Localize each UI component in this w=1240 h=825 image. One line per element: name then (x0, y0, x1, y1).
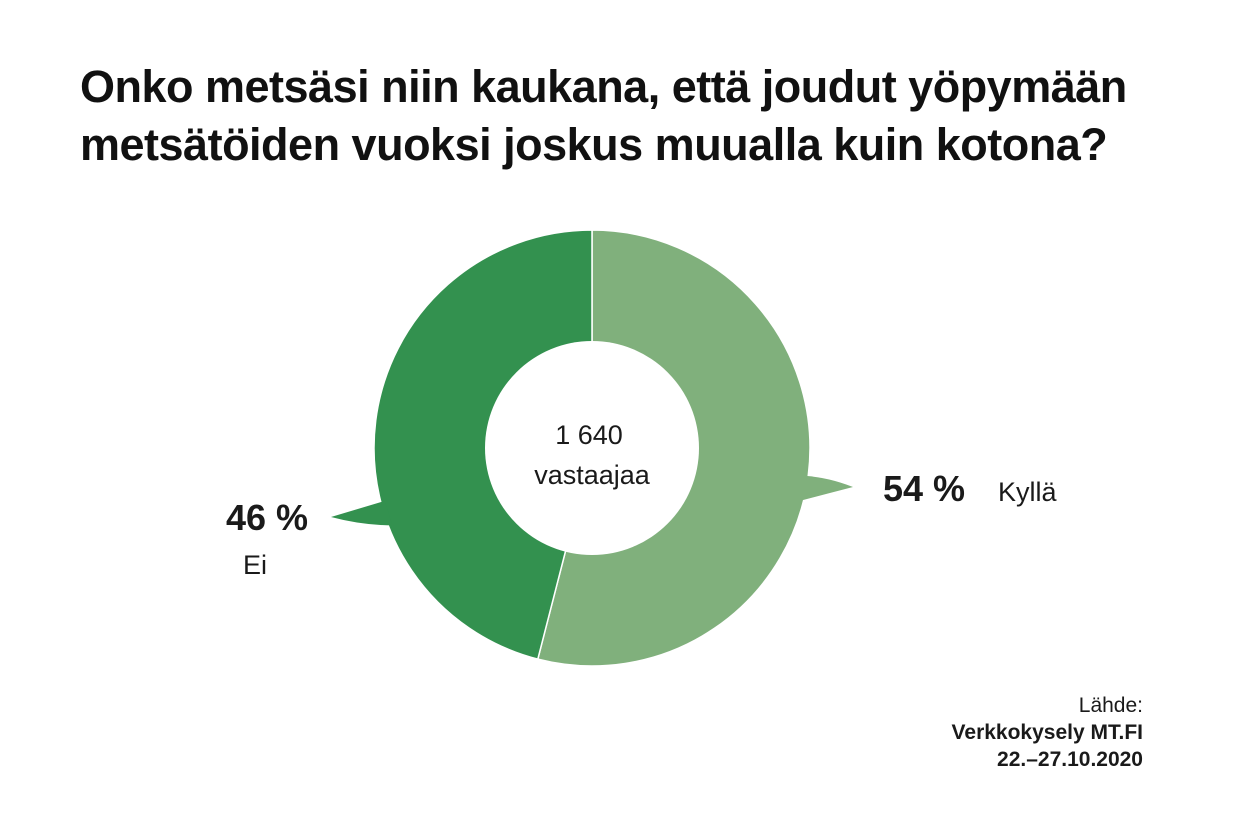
source-name: Verkkokysely MT.FI (951, 721, 1143, 744)
chart-title-line-2: metsätöiden vuoksi joskus muualla kuin k… (80, 119, 1108, 170)
donut-slice-ei (373, 229, 593, 661)
slice-value-label-kyllä: 54 % (883, 468, 965, 509)
slice-value-label-ei: 46 % (226, 497, 308, 538)
slice-category-label-ei: Ei (243, 550, 267, 580)
center-count: 1 640 (555, 420, 623, 450)
source-label: Lähde: (1078, 694, 1143, 717)
source-date: 22.–27.10.2020 (997, 748, 1143, 771)
slice-callout-tail-ei (331, 500, 393, 526)
slice-callout-tail-kyllä (799, 475, 853, 501)
donut-hole (485, 341, 699, 555)
slice-category-label-kyllä: Kyllä (998, 477, 1058, 507)
center-unit: vastaajaa (534, 460, 651, 490)
source-note: Lähde: Verkkokysely MT.FI 22.–27.10.2020 (952, 692, 1143, 773)
slice-labels: 54 % Kyllä 46 % Ei (226, 468, 1058, 580)
chart-title-line-1: Onko metsäsi niin kaukana, että joudut y… (80, 61, 1127, 112)
chart-title: Onko metsäsi niin kaukana, että joudut y… (80, 58, 1200, 174)
